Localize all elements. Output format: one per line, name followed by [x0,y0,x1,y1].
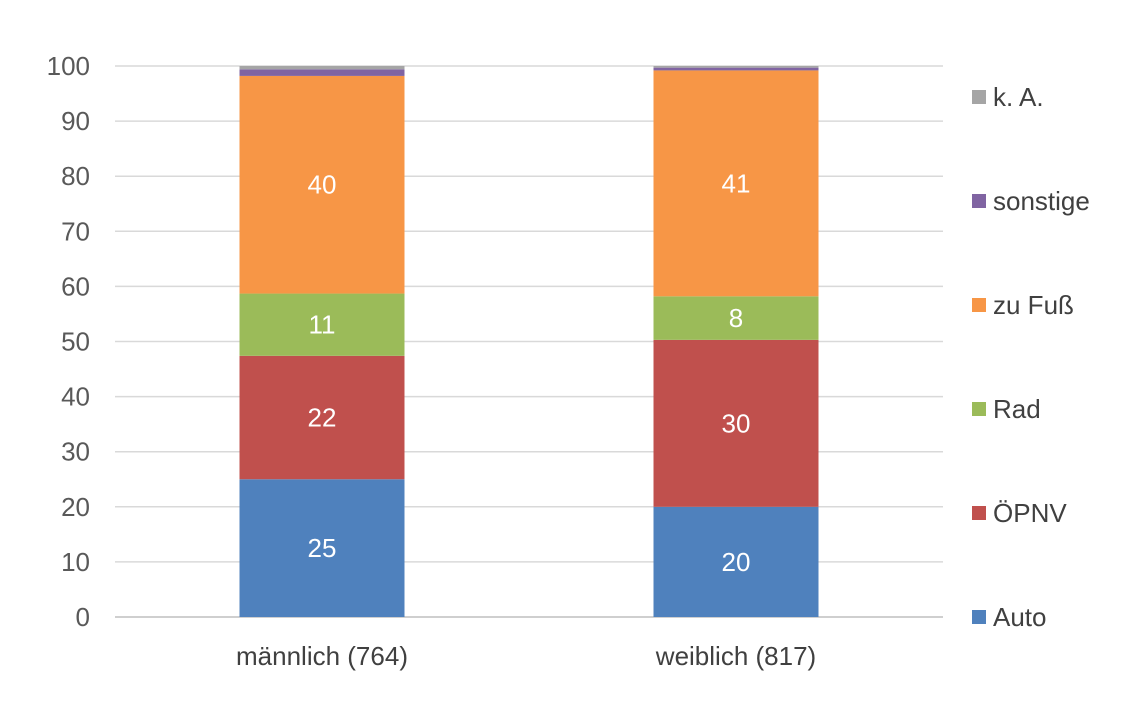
bar-segment [239,355,405,480]
bars: 25 22 11 40 20 30 8 41 [239,66,819,617]
data-label: 40 [308,170,337,200]
legend-label: Rad [993,394,1041,424]
y-tick-label: 80 [61,161,90,191]
legend-swatch [972,90,986,104]
legend: k. A. sonstige zu Fuß Rad ÖPNV Auto [972,82,1090,632]
y-tick-label: 60 [61,271,90,301]
y-axis: 0 10 20 30 40 50 60 70 80 90 100 [47,51,90,632]
bar-segment [653,296,819,340]
y-tick-label: 50 [61,327,90,357]
bar-segment [239,69,405,76]
x-category-label: weiblich (817) [655,641,816,671]
bar-segment [653,70,819,297]
legend-label: k. A. [993,82,1044,112]
data-label: 11 [309,310,336,340]
data-label: 22 [308,403,337,433]
bar-segment [239,293,405,356]
legend-swatch [972,402,986,416]
legend-swatch [972,610,986,624]
data-label: 8 [729,303,743,333]
gridlines [115,65,943,618]
y-tick-label: 30 [61,437,90,467]
data-label: 30 [722,408,751,438]
legend-swatch [972,194,986,208]
data-label: 41 [722,168,751,198]
bar-segment [653,339,819,507]
data-label: 25 [308,533,337,563]
bar-segment [653,66,819,68]
legend-label: sonstige [993,186,1090,216]
bar-segment [239,75,405,294]
legend-swatch [972,506,986,520]
legend-label: Auto [993,602,1047,632]
data-label: 20 [722,547,751,577]
x-category-label: männlich (764) [236,641,408,671]
legend-swatch [972,298,986,312]
bar-segment [239,479,405,617]
y-tick-label: 70 [61,216,90,246]
x-axis: männlich (764) weiblich (817) [236,641,816,671]
y-tick-label: 40 [61,382,90,412]
y-tick-label: 0 [76,602,90,632]
legend-label: zu Fuß [993,290,1074,320]
bar-segment [653,506,819,617]
y-tick-label: 100 [47,51,90,81]
y-tick-label: 90 [61,106,90,136]
y-tick-label: 10 [61,547,90,577]
legend-label: ÖPNV [993,498,1067,528]
bar-segment [239,66,405,70]
y-tick-label: 20 [61,492,90,522]
bar-segment [653,67,819,71]
